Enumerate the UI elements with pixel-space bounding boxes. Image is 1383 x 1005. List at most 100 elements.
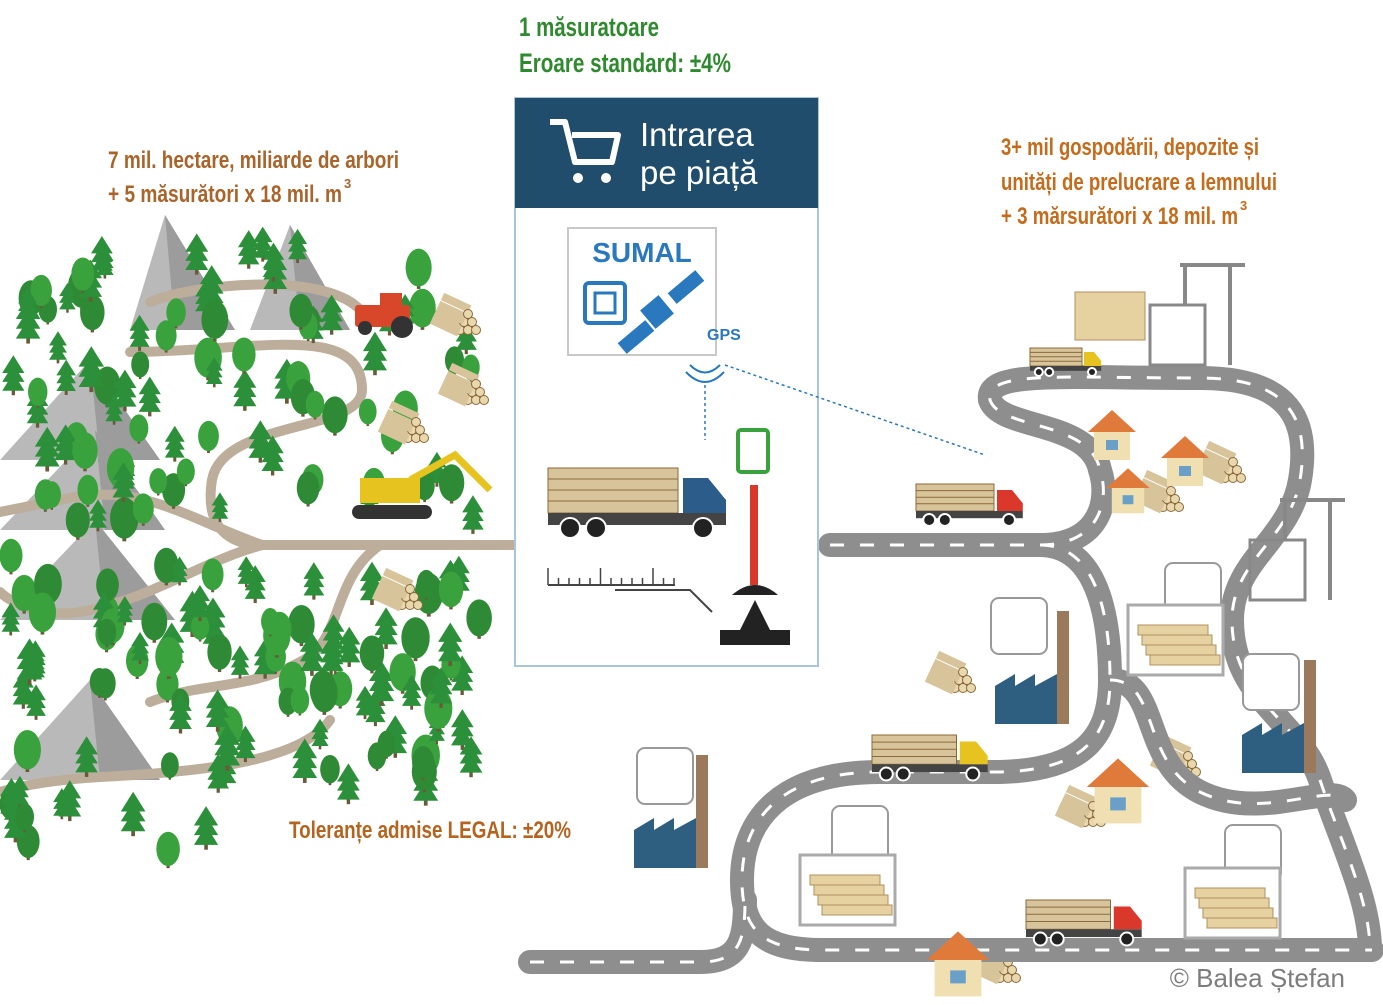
log-end	[1184, 752, 1193, 761]
factory-roof	[634, 818, 696, 830]
map-pin	[1243, 654, 1299, 710]
sumal-label: SUMAL	[592, 237, 692, 268]
pine-layer	[292, 758, 317, 778]
tree-crown	[320, 755, 340, 783]
map-pin	[637, 748, 693, 804]
market-line: 3+ mil gospodării, depozite și	[1001, 134, 1259, 161]
truck-wheel	[693, 518, 713, 538]
window	[1110, 797, 1126, 810]
plank-stack	[1075, 292, 1145, 340]
market-line: unități de prelucrare a lemnului	[1001, 169, 1277, 196]
forest-superscript: 3	[344, 176, 351, 191]
tree-crown	[133, 493, 154, 524]
tree-crown	[71, 257, 94, 290]
tree-crown	[412, 746, 434, 778]
tree-crown	[98, 619, 117, 646]
panel-header	[515, 98, 818, 208]
tree-crown	[378, 731, 396, 757]
truck-wheel	[1035, 368, 1043, 376]
tree-crown	[15, 803, 34, 830]
truck-cab	[960, 742, 988, 765]
tree-crown	[72, 432, 97, 469]
tree-crown	[359, 399, 377, 425]
house-roof	[1161, 436, 1209, 458]
tree-crown	[401, 617, 429, 658]
pine-layer	[233, 388, 256, 406]
tree-crown	[66, 503, 90, 538]
window	[1179, 466, 1191, 476]
tolerance: Toleranțe admise LEGAL: ±20%	[289, 817, 571, 844]
truck-wheel	[939, 514, 951, 526]
tree-crown	[156, 832, 180, 866]
crane	[1180, 265, 1245, 365]
tree-crown	[360, 635, 385, 671]
tree-crown	[232, 337, 255, 371]
heading-line: 1 măsuratoare	[519, 12, 659, 42]
market-superscript: 3	[1240, 198, 1247, 213]
chimney	[696, 755, 708, 868]
truck-cab	[1084, 352, 1101, 366]
tree-crown	[155, 637, 182, 677]
tree-crown	[439, 572, 463, 608]
log-end	[472, 380, 481, 389]
tree-crown	[141, 603, 167, 641]
tractor-cab	[380, 293, 402, 308]
house-roof	[1087, 758, 1149, 787]
tree-crown	[322, 396, 347, 433]
wheel	[391, 316, 413, 338]
chimney	[1304, 660, 1316, 773]
truck-wheel	[1051, 933, 1064, 946]
log-end	[959, 668, 968, 677]
tree-crown	[289, 294, 312, 328]
illustration: Intrareape piațăSUMALGPS	[0, 98, 1372, 996]
tree-crown	[202, 558, 224, 590]
plank-stack	[1207, 918, 1277, 928]
chimney	[1057, 611, 1069, 724]
tree-crown	[90, 668, 109, 696]
truck-wheel	[1088, 368, 1096, 376]
tree-crown	[406, 249, 432, 287]
truck-cab	[1114, 907, 1142, 930]
forest-line: 7 mil. hectare, miliarde de arbori	[108, 147, 399, 174]
panel-title: pe piață	[640, 154, 758, 191]
tree-crown	[166, 298, 185, 326]
tree-crown	[291, 687, 310, 714]
log-end	[406, 585, 415, 594]
forest-line: + 5 măsurători x 18 mil. m	[108, 181, 342, 208]
tree-crown	[14, 730, 41, 770]
page: Intrareape piațăSUMALGPS 1 măsuratoare E…	[0, 0, 1383, 1000]
factory	[995, 686, 1057, 724]
tree-crown	[129, 414, 148, 442]
tree-crown	[29, 593, 56, 633]
tree-crown	[311, 673, 338, 712]
truck-wheel	[880, 768, 893, 781]
panel-title: Intrarea	[640, 116, 754, 153]
wheel	[358, 321, 372, 335]
plank-stack	[822, 905, 892, 915]
tree-crown	[177, 458, 195, 484]
plank-stack	[1199, 898, 1269, 908]
plank-stack	[818, 895, 888, 905]
tree-crown	[207, 634, 231, 669]
cart-wheel	[601, 173, 611, 183]
plank-stack	[1195, 888, 1265, 898]
building-frame	[1150, 305, 1205, 365]
infographic: Intrareape piațăSUMALGPS 1 măsuratoare E…	[0, 0, 1383, 1000]
truck-wheel	[1045, 368, 1053, 376]
factory	[634, 830, 696, 868]
tree-crown	[161, 752, 179, 778]
tree-crown	[0, 539, 22, 572]
tree-crown	[306, 391, 325, 418]
factory	[1242, 735, 1304, 773]
tree-crown	[96, 568, 119, 601]
truck-wheel	[897, 768, 910, 781]
plank-stack	[810, 875, 880, 885]
log-end	[464, 310, 473, 319]
factory-roof	[995, 674, 1057, 686]
house-roof	[1088, 410, 1136, 432]
window	[950, 970, 966, 983]
tree-crown	[417, 570, 436, 598]
tree-crown	[297, 472, 320, 505]
truck-wheel	[966, 768, 979, 781]
credit: © Balea Ștefan	[1170, 963, 1345, 993]
